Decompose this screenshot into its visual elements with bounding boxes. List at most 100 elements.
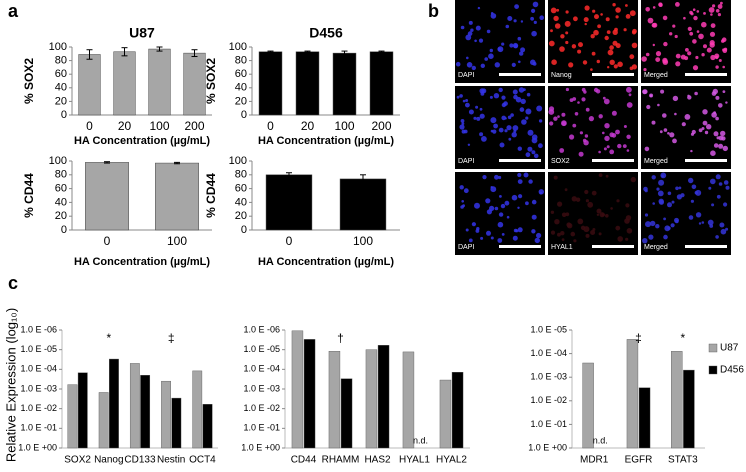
cell-dot	[478, 38, 484, 43]
x-tick-label: 200	[184, 119, 204, 133]
y-axis-label: % SOX2	[22, 58, 36, 104]
cell-dot	[691, 184, 697, 190]
x-tick-label: 0	[104, 234, 111, 248]
cell-dot	[662, 113, 667, 118]
micrograph-label: HYAL1	[551, 244, 573, 251]
cell-dot	[593, 29, 599, 36]
cell-dot	[493, 123, 498, 129]
cell-dot	[696, 10, 700, 13]
cell-dot	[479, 107, 483, 111]
cell-dot	[706, 124, 712, 130]
x-tick-label: 200	[371, 119, 391, 133]
cell-dot	[710, 178, 716, 185]
cell-dot	[631, 30, 637, 35]
cell-dot	[720, 1, 723, 5]
cell-dot	[609, 132, 615, 138]
cell-dot	[517, 227, 523, 233]
cell-dot	[678, 186, 682, 190]
y-tick-label: 40	[235, 82, 247, 94]
cell-dot	[690, 199, 695, 203]
micrograph	[641, 86, 731, 169]
cell-dot	[533, 20, 537, 24]
y-tick-label: 1.0 E -01	[20, 423, 57, 433]
x-tick-label: RHAMM	[322, 455, 360, 466]
cell-dot	[675, 61, 681, 67]
chart-title: U87	[129, 25, 155, 41]
cell-dot	[465, 34, 472, 41]
micrograph-label: DAPI	[458, 72, 474, 79]
cell-dot	[506, 125, 512, 131]
cell-dot	[508, 137, 512, 141]
bar	[155, 162, 199, 231]
cell-dot	[646, 104, 651, 110]
y-tick-label: 0	[61, 109, 67, 121]
y-tick-label: 1.0 E +00	[528, 442, 567, 452]
y-tick-label: 1.0 E -05	[243, 344, 280, 354]
cell-dot	[501, 95, 506, 100]
cell-dot	[592, 9, 596, 13]
cell-dot	[577, 218, 584, 225]
cell-dot	[538, 119, 543, 123]
cell-dot	[553, 116, 558, 121]
cell-dot	[553, 15, 559, 22]
cell-dot	[667, 191, 672, 196]
cell-dot	[578, 42, 583, 48]
x-tick-label: Nanog	[94, 455, 123, 466]
cell-dot	[489, 205, 495, 211]
cell-dot	[723, 180, 729, 185]
cell-dot	[582, 138, 587, 143]
cell-dot	[517, 146, 522, 151]
cell-dot	[626, 102, 633, 108]
cell-dot	[561, 121, 567, 126]
bar	[402, 351, 415, 449]
cell-dot	[616, 199, 620, 203]
cell-dot	[465, 228, 469, 232]
cell-dot	[476, 116, 481, 121]
micrograph	[641, 0, 731, 83]
cell-dot	[629, 10, 636, 17]
legend-swatch	[708, 343, 718, 353]
cell-dot	[598, 173, 603, 178]
cell-dot	[531, 134, 538, 140]
y-tick-label: 0	[241, 109, 247, 121]
significance-mark: ‡	[635, 331, 642, 345]
cell-dot	[644, 189, 648, 193]
cell-dot	[587, 201, 594, 208]
cell-dot	[710, 54, 716, 61]
cell-dot	[688, 215, 694, 220]
cell-dot	[722, 90, 726, 93]
micrograph-label: Merged	[644, 244, 668, 251]
cell-dot	[498, 87, 503, 93]
cell-dot	[708, 186, 712, 190]
cell-dot	[583, 226, 590, 233]
cell-dot	[662, 59, 669, 65]
cell-dot	[652, 6, 656, 9]
cell-dot	[647, 17, 654, 24]
cell-dot	[584, 134, 589, 138]
cell-dot	[526, 92, 531, 97]
cell-dot	[718, 135, 724, 141]
cell-dot	[577, 49, 582, 54]
cell-dot	[530, 16, 534, 21]
micrograph	[548, 86, 638, 169]
cell-dot	[560, 34, 565, 39]
cell-dot	[685, 48, 689, 52]
cell-dot	[534, 237, 540, 244]
cell-dot	[565, 40, 569, 45]
cell-dot	[645, 221, 651, 228]
cell-dot	[651, 120, 656, 125]
cell-dot	[626, 86, 632, 93]
cell-dot	[517, 172, 522, 178]
cell-dot	[694, 91, 698, 96]
cell-dot	[615, 43, 621, 49]
y-tick-label: 1.0 E -04	[243, 364, 280, 374]
cell-dot	[717, 13, 722, 17]
cell-dot	[694, 191, 698, 195]
bar	[339, 178, 387, 231]
cell-dot	[658, 2, 663, 7]
cell-dot	[607, 66, 610, 69]
cell-dot	[663, 234, 668, 240]
bar	[140, 375, 151, 449]
cell-dot	[625, 4, 628, 7]
